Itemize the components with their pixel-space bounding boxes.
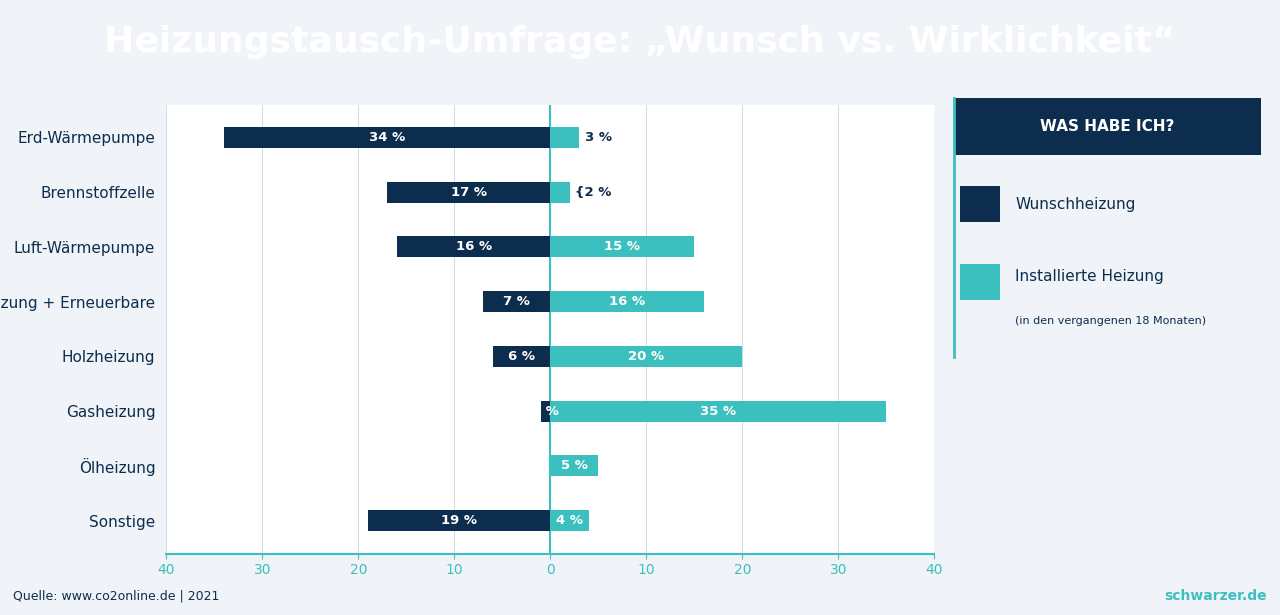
Text: 16 %: 16 % (609, 295, 645, 308)
Bar (550, 237, 694, 257)
Text: 35 %: 35 % (700, 405, 736, 418)
Text: WAS HABE ICH?: WAS HABE ICH? (1041, 119, 1174, 134)
Text: 20 %: 20 % (628, 350, 664, 363)
Bar (369, 510, 550, 531)
Bar (387, 182, 550, 202)
Text: 19 %: 19 % (442, 514, 477, 527)
Bar (550, 401, 887, 421)
FancyBboxPatch shape (954, 98, 1261, 155)
Text: 15 %: 15 % (604, 240, 640, 253)
Bar (483, 292, 550, 312)
Bar (550, 182, 570, 202)
Bar (550, 510, 589, 531)
Bar (960, 186, 1000, 223)
Bar (550, 346, 742, 367)
Bar (224, 127, 550, 148)
Text: 16 %: 16 % (456, 240, 492, 253)
Text: schwarzer.de: schwarzer.de (1165, 589, 1267, 603)
Text: {2 %: {2 % (576, 186, 612, 199)
Bar (550, 456, 599, 476)
Text: 3 %: 3 % (585, 131, 612, 144)
Text: 17 %: 17 % (451, 186, 486, 199)
Text: Wunschheizung: Wunschheizung (1015, 197, 1135, 212)
Bar (960, 264, 1000, 300)
Text: Heizungstausch-Umfrage: „Wunsch vs. Wirklichkeit“: Heizungstausch-Umfrage: „Wunsch vs. Wirk… (104, 25, 1176, 58)
Bar (397, 237, 550, 257)
Text: 5 %: 5 % (561, 459, 588, 472)
Text: 4 %: 4 % (556, 514, 584, 527)
Bar (550, 292, 704, 312)
Text: 6 %: 6 % (508, 350, 535, 363)
Bar (550, 127, 579, 148)
Bar (493, 346, 550, 367)
Text: Quelle: www.co2online.de | 2021: Quelle: www.co2online.de | 2021 (13, 590, 219, 603)
Text: (in den vergangenen 18 Monaten): (in den vergangenen 18 Monaten) (1015, 315, 1206, 325)
Text: 1 %: 1 % (532, 405, 559, 418)
Text: 7 %: 7 % (503, 295, 530, 308)
Bar (540, 401, 550, 421)
Text: Installierte Heizung: Installierte Heizung (1015, 269, 1164, 284)
Text: 34 %: 34 % (369, 131, 406, 144)
